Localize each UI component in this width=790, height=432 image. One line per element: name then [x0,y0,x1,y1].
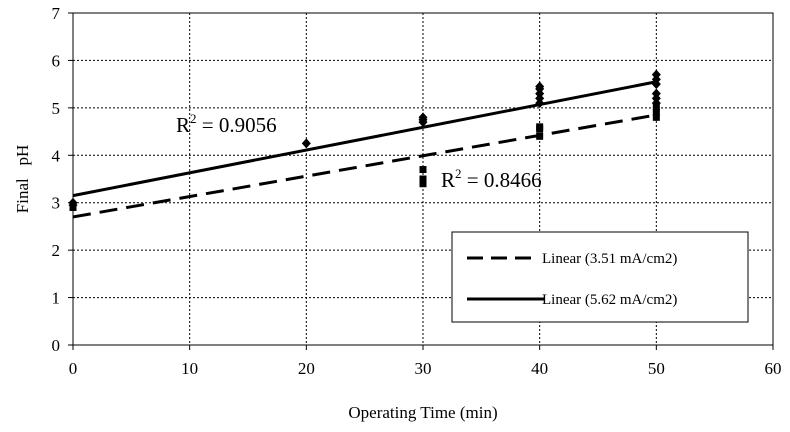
r-squared-exponent: 2 [190,111,197,126]
legend: Linear (3.51 mA/cm2) Linear (5.62 mA/cm2… [451,231,749,323]
legend-label-5-62: Linear (5.62 mA/cm2) [542,292,677,308]
x-tick-label: 10 [181,359,198,378]
tick-labels: 0 1 2 3 4 5 6 7 0 10 20 30 40 50 60 [52,4,782,378]
data-point-3-51 [536,123,544,131]
y-tick-label: 1 [52,289,61,308]
trendlines [72,80,657,219]
y-tick-label: 6 [52,51,61,70]
trendline-5-62 [72,80,657,198]
data-point-3-51 [652,113,660,121]
r-squared-value: = 0.8466 [462,168,542,192]
y-tick-label: 3 [52,194,61,213]
x-tick-label: 0 [69,359,78,378]
y-tick-label: 5 [52,99,61,118]
data-point-5-62 [418,112,428,123]
y-axis-title: Final pH [13,145,32,213]
r-squared-exponent: 2 [455,166,462,181]
legend-label-3-51: Linear (3.51 mA/cm2) [542,251,677,267]
r-squared-prefix: R [441,168,455,192]
data-point-5-62 [301,138,311,149]
data-point-5-62 [651,88,661,99]
x-tick-label: 20 [298,359,315,378]
y-tick-label: 7 [52,4,61,23]
r-squared-prefix: R [176,113,190,137]
data-point-3-51 [652,109,660,117]
y-tick-label: 2 [52,241,61,260]
data-point-3-51 [536,132,544,140]
r-squared-value: = 0.9056 [197,113,277,137]
y-tick-label: 4 [52,146,61,165]
x-axis-title: Operating Time (min) [348,403,497,422]
x-tick-label: 60 [765,359,782,378]
data-point-5-62 [651,69,661,80]
x-tick-label: 50 [648,359,665,378]
legend-box [451,231,749,323]
data-point-3-51 [419,166,427,174]
data-point-5-62 [535,81,545,92]
x-tick-label: 40 [531,359,548,378]
r-squared-label-3-51: R2 = 0.8466 [441,166,542,192]
data-point-3-51 [419,175,427,183]
data-points [68,69,661,211]
y-tick-label: 0 [52,336,61,355]
trendline-3-51 [72,113,657,219]
data-point-5-62 [68,197,78,208]
x-tick-label: 30 [415,359,432,378]
r-squared-label-5-62: R2 = 0.9056 [176,111,277,137]
